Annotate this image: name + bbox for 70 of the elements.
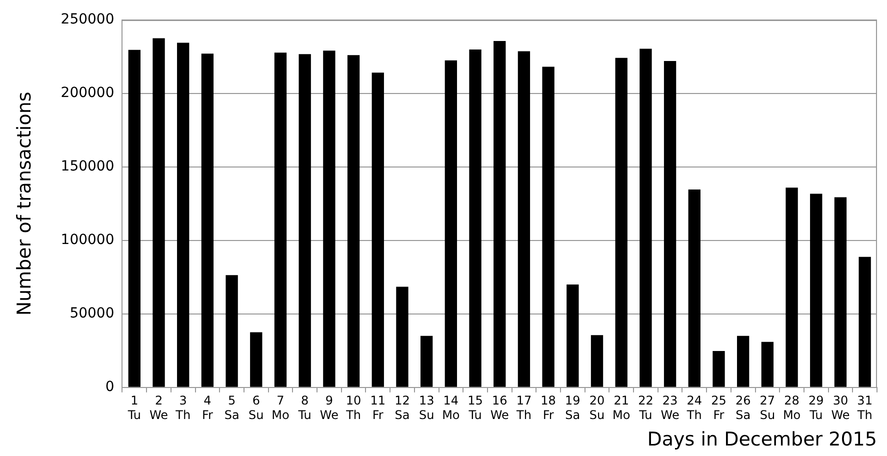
bar [712, 350, 725, 387]
y-tick-label: 150000 [60, 158, 114, 175]
x-tick-label: 17 Th [516, 394, 532, 422]
x-tick-label: 15 Tu [468, 394, 483, 422]
bar [640, 48, 652, 387]
x-tick-label: 29 Tu [808, 394, 824, 422]
bar [615, 58, 628, 387]
x-tick-label: 11 Fr [370, 394, 386, 422]
x-tick-label: 26 Sa [735, 394, 751, 422]
bar [469, 50, 482, 387]
y-tick-label: 50000 [70, 306, 114, 322]
y-tick-label: 0 [105, 379, 114, 396]
bar [128, 50, 141, 387]
bar [542, 66, 554, 387]
bar [566, 284, 579, 387]
x-tick-label: 13 Su [418, 394, 434, 422]
x-tick-label: 2 We [149, 394, 168, 422]
bar [664, 61, 676, 387]
x-axis-title: Days in December 2015 [647, 428, 877, 451]
x-tick-label: 7 Mo [272, 394, 290, 422]
bar [323, 50, 336, 387]
x-tick-label: 31 Th [856, 394, 872, 422]
bar [420, 336, 433, 387]
bar [590, 335, 604, 387]
bar [761, 342, 774, 387]
y-axis-title: Number of transactions [13, 92, 36, 316]
x-tick-label: 8 Tu [297, 394, 312, 422]
y-tick-label: 200000 [60, 85, 114, 102]
bar [444, 60, 458, 387]
bar [688, 189, 700, 387]
bar [177, 42, 190, 387]
x-tick-label: 4 Fr [202, 394, 214, 422]
x-tick-label: 20 Su [589, 394, 605, 422]
bar [298, 54, 311, 387]
bar [372, 72, 384, 387]
x-tick-label: 9 We [320, 394, 338, 422]
x-tick-label: 22 Tu [638, 394, 654, 422]
x-tick-label: 30 We [831, 394, 850, 422]
x-tick-label: 24 Th [686, 394, 702, 422]
bar [347, 55, 360, 387]
bar [834, 197, 847, 387]
bar [226, 275, 238, 387]
x-tick-label: 28 Mo [782, 394, 801, 422]
x-tick-label: 1 Tu [126, 394, 141, 422]
bar [201, 54, 214, 387]
x-tick-label: 19 Sa [565, 394, 580, 422]
bar [518, 51, 530, 387]
x-tick-label: 14 Mo [442, 394, 460, 422]
bar [810, 194, 822, 387]
y-tick-label: 250000 [60, 12, 114, 28]
x-tick-label: 16 We [490, 394, 509, 422]
x-tick-label: 21 Mo [612, 394, 630, 422]
bar [250, 332, 262, 387]
x-tick-label: 5 Sa [224, 394, 240, 422]
x-tick-label: 3 Th [174, 394, 191, 422]
x-tick-label: 25 Fr [711, 394, 726, 422]
bar [786, 188, 798, 387]
bar [737, 336, 750, 387]
x-tick-label: 12 Sa [394, 394, 410, 422]
x-tick-label: 23 We [660, 394, 680, 422]
bar [494, 41, 506, 387]
y-tick-label: 100000 [60, 232, 114, 248]
x-tick-label: 27 Su [760, 394, 776, 422]
bar [152, 38, 165, 387]
x-tick-label: 10 Th [345, 394, 362, 422]
bar [858, 256, 871, 387]
x-tick-label: 18 Fr [540, 394, 556, 422]
x-tick-label: 6 Su [248, 394, 264, 422]
bar [274, 52, 287, 387]
bar [396, 286, 408, 387]
